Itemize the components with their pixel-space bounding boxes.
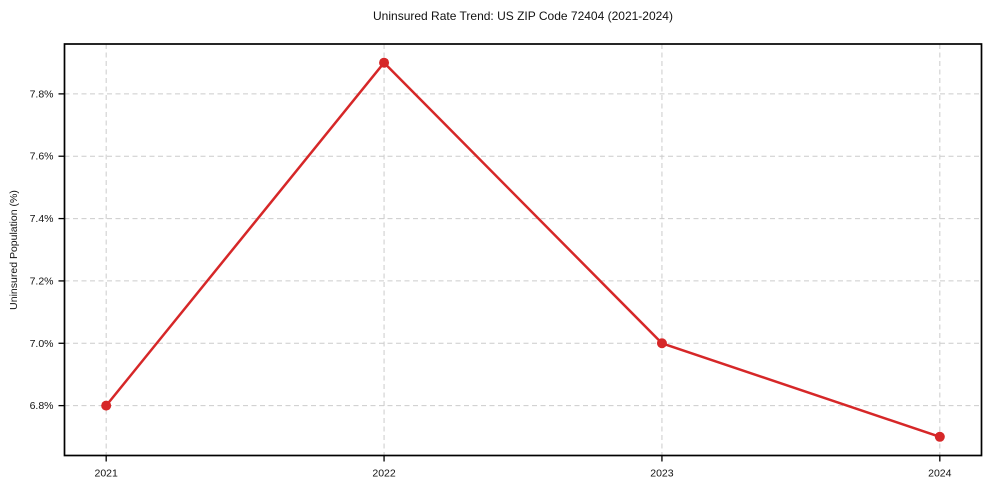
chart-title: Uninsured Rate Trend: US ZIP Code 72404 … <box>373 9 673 23</box>
y-tick-label: 7.6% <box>30 151 54 163</box>
data-point-2023 <box>656 338 667 349</box>
x-tick-label: 2022 <box>372 468 396 480</box>
trend-line <box>104 61 942 439</box>
data-point-2022 <box>379 57 390 68</box>
axes-layer <box>58 43 983 462</box>
x-tick-label: 2024 <box>928 468 952 480</box>
y-tick-label: 6.8% <box>30 400 54 412</box>
y-tick-label: 7.0% <box>30 338 54 350</box>
y-tick-label: 7.8% <box>30 88 54 100</box>
x-tick-label: 2023 <box>650 468 674 480</box>
y-tick-label: 7.2% <box>30 275 54 287</box>
y-axis-title: Uninsured Population (%) <box>8 190 20 310</box>
tick-label-layer: 6.8% 7.0% 7.2% 7.4% 7.6% 7.8% 2021 2022 2023 2024 <box>30 88 952 479</box>
x-tick-label: 2021 <box>95 468 119 480</box>
data-point-2024 <box>934 431 945 442</box>
grid-layer <box>64 44 982 456</box>
y-tick-label: 7.4% <box>30 213 54 225</box>
data-point-2021 <box>101 400 112 411</box>
series-layer <box>101 57 945 442</box>
plot-frame <box>63 43 983 457</box>
